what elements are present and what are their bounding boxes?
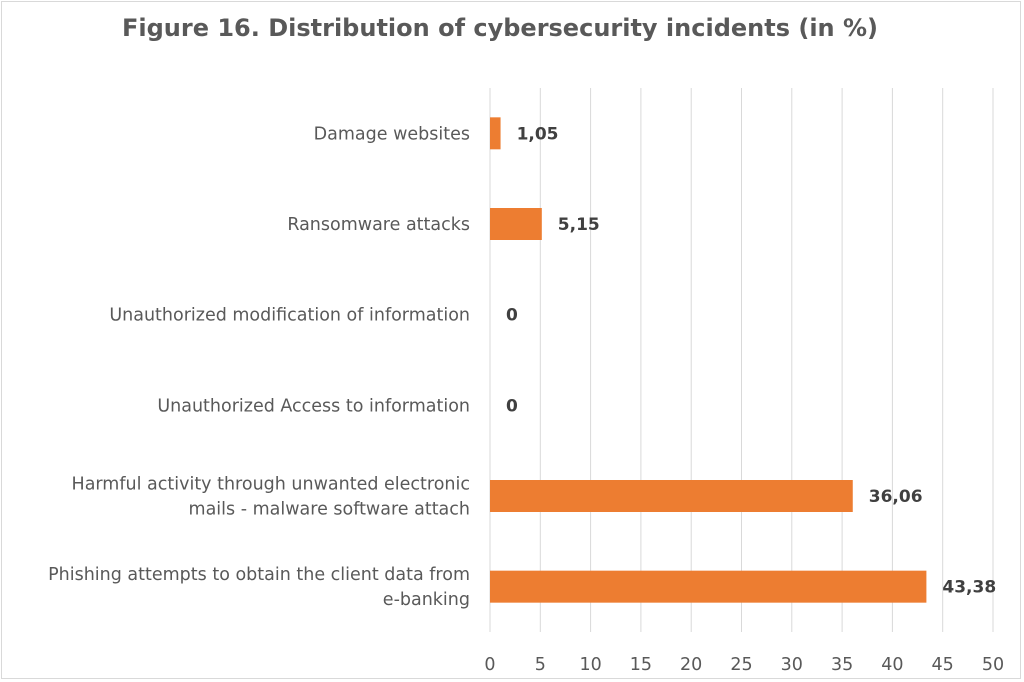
category-label-2: Unauthorized modification of information	[109, 306, 470, 326]
x-tick-label: 50	[982, 655, 1004, 675]
gridlines	[489, 88, 994, 632]
bar-1	[490, 208, 542, 240]
bar-5	[490, 570, 927, 603]
x-tick-label: 15	[630, 655, 652, 675]
data-label-5: 43,38	[942, 578, 996, 598]
category-labels: Damage websites Ransomware attacks Unautho…	[48, 124, 470, 610]
data-label-3: 0	[506, 396, 518, 416]
x-tick-label: 45	[932, 655, 954, 675]
bars	[490, 117, 927, 603]
x-axis-ticks: 0 5 10 15 20 25 30 35 40 45 50	[484, 655, 1004, 675]
x-tick-label: 30	[781, 655, 803, 675]
bar-0	[490, 117, 501, 150]
category-label-0: Damage websites	[314, 124, 470, 144]
x-tick-label: 40	[881, 655, 903, 675]
x-tick-label: 10	[579, 655, 601, 675]
data-label-0: 1,05	[517, 124, 559, 144]
x-tick-label: 35	[831, 655, 853, 675]
x-tick-label: 25	[730, 655, 752, 675]
data-label-2: 0	[506, 306, 518, 326]
chart-title: Figure 16. Distribution of cybersecurity…	[121, 14, 879, 42]
category-label-3: Unauthorized Access to information	[157, 396, 470, 416]
data-labels: 1,05 5,15 0 0 36,06 43,38	[506, 124, 996, 597]
category-label-5: Phishing attempts to obtain the client d…	[48, 565, 470, 610]
category-label-1: Ransomware attacks	[287, 215, 470, 235]
data-label-1: 5,15	[558, 215, 600, 235]
x-tick-label: 0	[484, 655, 495, 675]
data-label-4: 36,06	[869, 487, 923, 507]
x-tick-label: 20	[680, 655, 702, 675]
x-tick-label: 5	[535, 655, 546, 675]
bar-4	[490, 480, 853, 512]
category-label-4: Harmful activity through unwanted electr…	[72, 475, 470, 520]
